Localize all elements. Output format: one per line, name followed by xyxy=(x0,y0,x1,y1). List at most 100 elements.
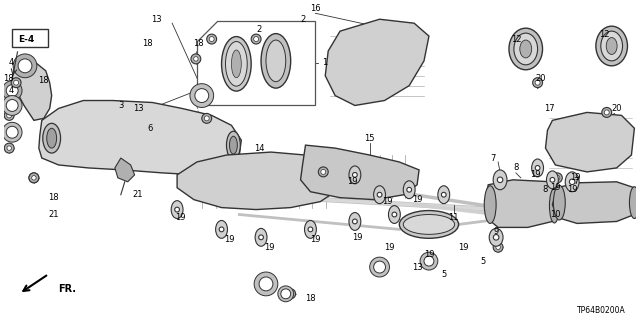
Circle shape xyxy=(407,188,412,192)
Text: 8: 8 xyxy=(542,185,547,194)
Ellipse shape xyxy=(520,40,532,58)
Ellipse shape xyxy=(388,206,400,223)
Text: 20: 20 xyxy=(535,74,545,83)
Text: 19: 19 xyxy=(224,235,235,244)
Text: 4: 4 xyxy=(9,86,14,95)
Ellipse shape xyxy=(305,220,316,238)
Ellipse shape xyxy=(225,42,247,86)
Text: 19: 19 xyxy=(310,235,321,244)
Circle shape xyxy=(353,172,357,177)
Circle shape xyxy=(377,192,382,197)
Circle shape xyxy=(493,242,503,252)
Polygon shape xyxy=(545,112,634,172)
Circle shape xyxy=(496,245,500,250)
Text: 19: 19 xyxy=(382,197,393,206)
Polygon shape xyxy=(177,152,340,210)
Text: 12: 12 xyxy=(511,35,521,44)
Ellipse shape xyxy=(596,26,627,66)
Text: 21: 21 xyxy=(132,190,143,199)
Circle shape xyxy=(442,192,446,197)
Text: 2: 2 xyxy=(300,15,305,24)
Circle shape xyxy=(259,235,264,240)
Ellipse shape xyxy=(221,36,251,91)
Circle shape xyxy=(532,78,543,88)
Circle shape xyxy=(6,126,18,138)
Circle shape xyxy=(570,179,575,185)
Circle shape xyxy=(175,207,179,212)
Polygon shape xyxy=(39,100,241,175)
Text: 2: 2 xyxy=(257,25,262,34)
Text: 18: 18 xyxy=(38,76,49,85)
Circle shape xyxy=(13,54,37,78)
Circle shape xyxy=(3,81,22,100)
Ellipse shape xyxy=(171,201,183,219)
Text: 18: 18 xyxy=(193,38,204,48)
Ellipse shape xyxy=(550,188,559,223)
Text: 13: 13 xyxy=(133,104,144,113)
Text: 19: 19 xyxy=(424,250,434,259)
Bar xyxy=(12,29,48,47)
Circle shape xyxy=(374,261,385,273)
Circle shape xyxy=(321,169,326,174)
Text: E-4: E-4 xyxy=(18,35,34,44)
Circle shape xyxy=(555,175,560,180)
Text: 19: 19 xyxy=(458,243,468,252)
Text: 15: 15 xyxy=(364,134,375,143)
Ellipse shape xyxy=(601,31,623,61)
Text: 21: 21 xyxy=(49,210,59,219)
Circle shape xyxy=(318,167,328,177)
Ellipse shape xyxy=(547,171,558,189)
Circle shape xyxy=(497,177,503,183)
Polygon shape xyxy=(12,63,52,120)
Circle shape xyxy=(6,100,18,111)
Circle shape xyxy=(308,227,313,232)
Text: 14: 14 xyxy=(254,144,264,153)
Ellipse shape xyxy=(255,228,267,246)
Ellipse shape xyxy=(532,159,543,177)
Circle shape xyxy=(535,80,540,85)
Circle shape xyxy=(251,34,261,44)
Circle shape xyxy=(259,277,273,291)
Text: 19: 19 xyxy=(347,177,357,186)
Circle shape xyxy=(202,113,212,123)
Text: 19: 19 xyxy=(353,233,363,242)
Circle shape xyxy=(278,286,294,302)
Ellipse shape xyxy=(349,212,361,230)
Circle shape xyxy=(254,272,278,296)
Circle shape xyxy=(207,34,216,44)
Ellipse shape xyxy=(349,166,361,184)
Text: FR.: FR. xyxy=(59,284,77,294)
Ellipse shape xyxy=(47,128,56,148)
Text: 13: 13 xyxy=(412,263,422,272)
Ellipse shape xyxy=(403,181,415,199)
Circle shape xyxy=(281,289,291,299)
Circle shape xyxy=(209,36,214,42)
Ellipse shape xyxy=(216,220,227,238)
Ellipse shape xyxy=(43,123,61,153)
Ellipse shape xyxy=(630,187,639,219)
Text: 19: 19 xyxy=(175,213,186,222)
Text: 10: 10 xyxy=(550,210,561,219)
Text: 19: 19 xyxy=(384,243,395,252)
Polygon shape xyxy=(552,182,636,223)
Text: 16: 16 xyxy=(310,4,321,13)
Ellipse shape xyxy=(230,136,237,154)
Ellipse shape xyxy=(489,228,503,246)
Circle shape xyxy=(195,89,209,102)
Circle shape xyxy=(289,292,293,296)
Circle shape xyxy=(535,165,540,170)
Circle shape xyxy=(6,85,18,97)
Ellipse shape xyxy=(232,50,241,78)
Circle shape xyxy=(31,176,36,180)
Text: 19: 19 xyxy=(567,185,577,194)
Text: 5: 5 xyxy=(441,269,446,278)
Ellipse shape xyxy=(438,186,450,204)
Circle shape xyxy=(493,235,499,240)
Polygon shape xyxy=(197,21,316,106)
Text: 11: 11 xyxy=(449,213,459,222)
Text: 18: 18 xyxy=(49,193,59,202)
Text: 19: 19 xyxy=(264,243,274,252)
Circle shape xyxy=(7,146,12,150)
Circle shape xyxy=(370,257,390,277)
Circle shape xyxy=(194,57,198,61)
